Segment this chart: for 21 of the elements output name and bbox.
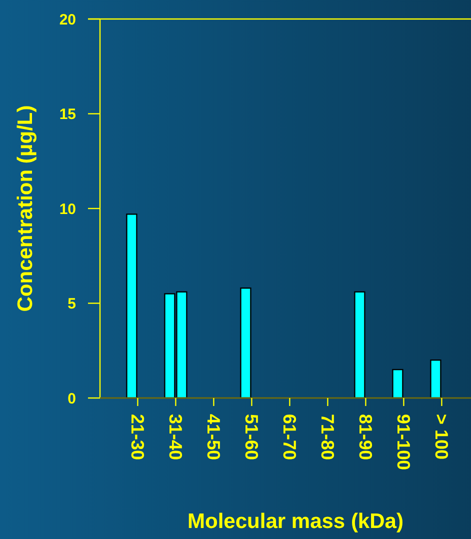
x-tick-label: 61-70 bbox=[279, 414, 300, 460]
y-tick-label: 5 bbox=[68, 296, 76, 312]
y-axis-title: Concentration (μg/L) bbox=[14, 105, 37, 312]
x-tick-label: 31-40 bbox=[165, 414, 186, 460]
y-tick-label: 0 bbox=[68, 390, 76, 408]
x-tick-label: > 100 bbox=[431, 414, 452, 460]
bar bbox=[430, 360, 442, 399]
bar bbox=[126, 214, 138, 399]
x-tick-label: 71-80 bbox=[317, 414, 338, 460]
y-tick-label: 10 bbox=[59, 200, 76, 218]
x-tick-label: 41-50 bbox=[203, 414, 224, 460]
x-tick-label: 51-60 bbox=[241, 414, 262, 460]
x-tick-label: 91-100 bbox=[393, 414, 414, 470]
bar bbox=[354, 291, 366, 399]
x-tick-label: 81-90 bbox=[355, 414, 376, 460]
x-axis-title: Molecular mass (kDa) bbox=[188, 510, 404, 533]
y-tick-label: 15 bbox=[59, 106, 76, 123]
bar bbox=[240, 287, 252, 399]
y-tick-label: 20 bbox=[59, 11, 76, 28]
bar bbox=[392, 368, 404, 399]
x-tick-label: 21-30 bbox=[127, 414, 148, 460]
